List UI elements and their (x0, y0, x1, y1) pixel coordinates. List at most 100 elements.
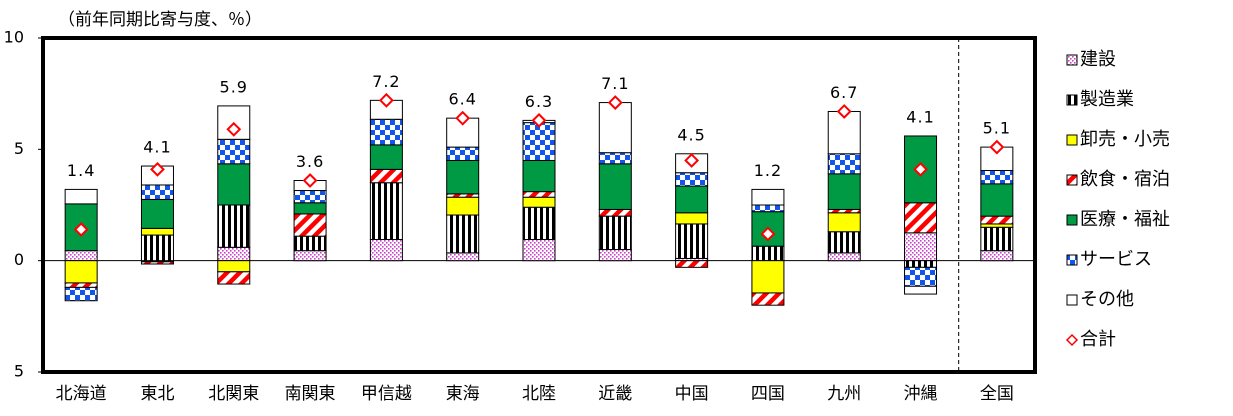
bar-segment (980, 223, 1014, 228)
x-tick-label: 四国 (751, 384, 785, 404)
bar-segment (827, 153, 861, 175)
chart-title: （前年同期比寄与度、％） (58, 10, 262, 30)
x-tick-label: 東海 (446, 384, 480, 404)
bar-segment (904, 202, 938, 234)
total-label: 6.4 (448, 90, 476, 109)
total-label: 1.2 (754, 161, 782, 180)
bar-segment (293, 190, 327, 204)
bar-segment (675, 223, 709, 259)
legend-label: 製造業 (1080, 89, 1134, 110)
legend-label: 飲食・宿泊 (1080, 169, 1170, 190)
total-marker (378, 92, 394, 108)
bar-segment (751, 292, 785, 306)
bar-segment (369, 168, 403, 184)
legend-label: 建設 (1080, 49, 1116, 70)
total-label: 3.6 (296, 152, 324, 171)
bar-segment (522, 206, 556, 241)
x-tick-label: 近畿 (598, 384, 632, 404)
bar-segment (217, 271, 251, 285)
y-tick-label: 10 (4, 28, 24, 47)
bar-segment (675, 185, 709, 214)
bar-segment (522, 239, 556, 262)
bar-segment (827, 252, 861, 262)
bar-segment (827, 173, 861, 210)
bar-segment (827, 231, 861, 254)
legend-swatch (1066, 254, 1078, 266)
x-tick-label: 全国 (980, 384, 1014, 404)
legend-label: サービス (1080, 249, 1152, 270)
y-tick-label: 5 (14, 362, 24, 381)
legend-swatch (1066, 214, 1078, 226)
bar-segment (140, 184, 174, 200)
bar-segment (522, 196, 556, 208)
bar-segment (598, 163, 632, 210)
total-marker (760, 226, 776, 242)
x-tick-label: 南関東 (285, 384, 336, 404)
total-label: 7.2 (372, 72, 400, 91)
bar-segment (293, 213, 327, 237)
x-tick-label: 北関東 (208, 384, 259, 404)
bar-segment (522, 122, 556, 161)
bar-segment (217, 246, 251, 262)
y-tick-label: 5 (14, 139, 24, 158)
legend-swatch (1066, 94, 1078, 106)
total-marker (455, 110, 471, 126)
bar-segment (140, 261, 174, 265)
bar-segment (980, 226, 1014, 252)
bar-segment (675, 212, 709, 225)
bar-segment (904, 135, 938, 204)
bar-segment (598, 208, 632, 217)
total-marker (73, 222, 89, 237)
x-tick-label: 北海道 (56, 384, 107, 404)
total-marker (989, 139, 1005, 155)
x-tick-label: 九州 (827, 384, 861, 404)
bar-segment (751, 204, 785, 213)
bar-segment (751, 245, 785, 262)
bar-segment (369, 182, 403, 241)
bar-segment (369, 239, 403, 262)
bar-segment (827, 208, 861, 214)
bar-segment (217, 138, 251, 165)
total-marker (913, 161, 928, 177)
total-marker (150, 161, 165, 177)
bar-segment (980, 183, 1014, 217)
total-label: 6.3 (525, 92, 553, 111)
bar-segment (980, 215, 1014, 225)
bar-segment (64, 282, 98, 288)
total-marker (226, 121, 242, 137)
legend-swatch (1066, 174, 1078, 186)
x-tick-label: 甲信越 (361, 384, 412, 404)
x-tick-label: 沖縄 (904, 384, 938, 404)
bar-segment (64, 286, 98, 302)
legend-label: 合計 (1080, 329, 1116, 350)
bar-segment (293, 202, 327, 215)
x-tick-label: 東北 (140, 384, 174, 404)
bar-segment (751, 260, 785, 294)
bar-segment (980, 169, 1014, 185)
bar-segment (980, 250, 1014, 262)
bar-segment (598, 215, 632, 251)
bar-segment (675, 260, 709, 268)
bar-segment (446, 214, 480, 254)
bar-segment (369, 118, 403, 146)
bar-segment (522, 159, 556, 193)
legend-label: 医療・福祉 (1080, 209, 1170, 230)
bar-segment (446, 196, 480, 216)
bar-segment (904, 266, 938, 287)
total-label: 4.1 (906, 107, 934, 126)
total-label: 1.4 (67, 161, 95, 180)
bar-segment (904, 285, 938, 295)
bar-segment (64, 188, 98, 205)
bar-segment (446, 159, 480, 195)
bar-segment (675, 172, 709, 187)
bar-segment (446, 252, 480, 262)
total-marker (607, 95, 623, 110)
bar-segment (598, 249, 632, 262)
bar-segment (293, 250, 327, 262)
y-tick-label: 0 (14, 250, 24, 269)
legend-label: その他 (1080, 289, 1134, 310)
legend-swatch (1066, 54, 1078, 66)
bar-segment (751, 188, 785, 206)
total-marker (684, 153, 700, 168)
